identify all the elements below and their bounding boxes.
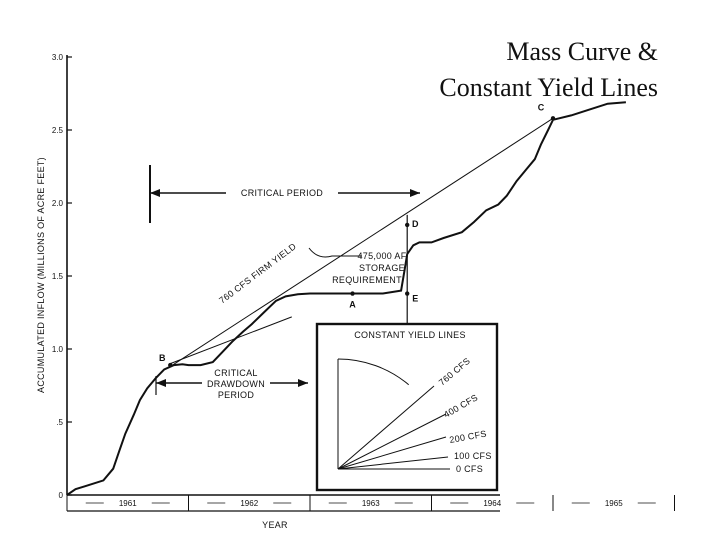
inset-yield-label: 0 CFS: [456, 464, 483, 474]
x-axis-label: YEAR: [262, 520, 288, 530]
inset-yield-line: [337, 456, 449, 470]
inset-title: CONSTANT YIELD LINES: [354, 330, 466, 340]
y-ticks: 0 .5 1.0 1.5 2.0 2.5 3.0: [52, 53, 72, 500]
y-tick-label: 2.5: [52, 126, 64, 135]
slide-title-line1: Mass Curve &: [506, 37, 658, 66]
point-e-label: E: [412, 294, 418, 304]
point-c-label: C: [538, 102, 545, 112]
year-label: 1961: [119, 499, 137, 508]
y-tick-label: 0: [59, 491, 64, 500]
firm-yield-line: [170, 117, 554, 367]
y-axis-label: ACCUMULATED INFLOW (MILLIONS OF ACRE FEE…: [36, 157, 46, 393]
slide-title: Mass Curve & Constant Yield Lines: [439, 34, 658, 106]
drawdown-label-1: CRITICAL: [214, 368, 257, 378]
critical-period-arrowhead-right: [410, 189, 420, 197]
drawdown-label-2: DRAWDOWN: [207, 379, 265, 389]
point-d-label: D: [412, 219, 419, 229]
year-label: 1964: [483, 499, 501, 508]
critical-period-label: CRITICAL PERIOD: [241, 188, 323, 198]
drawdown-arrowhead-left: [156, 379, 166, 387]
mass-curve-line: [66, 101, 626, 496]
inset-arc: [337, 358, 410, 386]
year-band: 1961 1962 1963 1964 1965: [66, 495, 675, 511]
slide-title-line2: Constant Yield Lines: [439, 73, 658, 102]
inset-yield-line: [337, 413, 447, 470]
critical-period-arrowhead-left: [150, 189, 160, 197]
y-tick-label: 1.0: [52, 345, 64, 354]
drawdown-label-3: PERIOD: [218, 390, 255, 400]
y-tick-label: .5: [56, 418, 63, 427]
year-label: 1963: [362, 499, 380, 508]
point-c-marker: [550, 116, 556, 121]
y-tick-label: 2.0: [52, 199, 64, 208]
inset-yield-label: 100 CFS: [454, 451, 492, 461]
tangent-line: [170, 316, 292, 365]
drawdown-arrowhead-right: [298, 379, 308, 387]
point-e-marker: [405, 291, 410, 296]
year-label: 1962: [240, 499, 258, 508]
storage-label-2: STORAGE: [359, 263, 405, 273]
storage-label-1: 475,000 AF: [357, 251, 406, 261]
storage-label-3: REQUIREMENT: [332, 275, 402, 285]
year-label: 1965: [605, 499, 623, 508]
point-d-marker: [405, 222, 410, 228]
point-b-label: B: [159, 353, 166, 363]
point-a-label: A: [349, 300, 356, 310]
inset-yield-line: [337, 436, 447, 470]
y-tick-label: 1.5: [52, 272, 64, 281]
point-b-marker: [168, 362, 173, 368]
point-markers: A B C D E: [159, 102, 556, 368]
inset-frame: [315, 322, 499, 492]
storage-leader-line: [308, 247, 362, 258]
point-a-marker: [350, 291, 355, 296]
inset-yield-line: [337, 385, 435, 470]
y-tick-label: 3.0: [52, 53, 64, 62]
